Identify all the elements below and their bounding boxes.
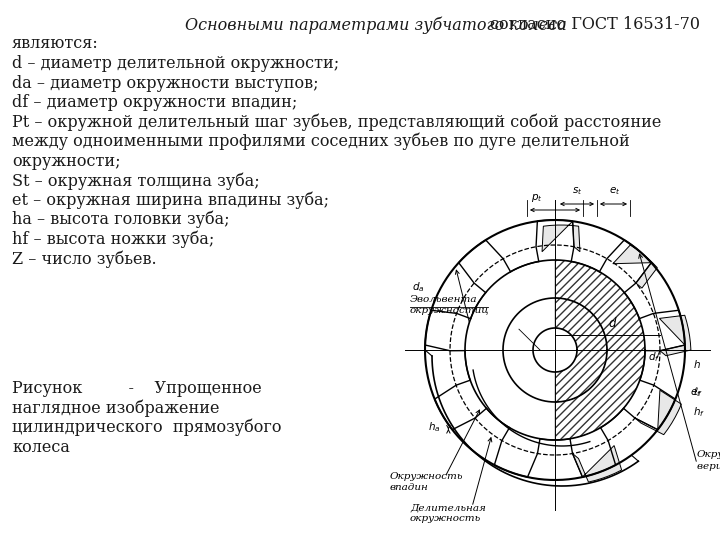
Text: Z – число зубьев.: Z – число зубьев. <box>12 250 157 267</box>
Text: Окружность
вершин зубьев: Окружность вершин зубьев <box>697 450 720 471</box>
Text: $s_t$: $s_t$ <box>572 185 582 197</box>
Polygon shape <box>542 221 580 252</box>
Text: Основными параметрами зубчатого колеса: Основными параметрами зубчатого колеса <box>185 16 567 33</box>
Polygon shape <box>635 390 681 435</box>
Text: $e_t$: $e_t$ <box>609 185 621 197</box>
Text: колеса: колеса <box>12 438 70 456</box>
Text: St – окружная толщина зуба;: St – окружная толщина зуба; <box>12 172 260 190</box>
Text: $h_f$: $h_f$ <box>693 405 705 419</box>
Text: цилиндрического  прямозубого: цилиндрического прямозубого <box>12 419 282 436</box>
Text: окружности;: окружности; <box>12 152 121 170</box>
Polygon shape <box>613 245 657 288</box>
Text: $h_a$: $h_a$ <box>428 421 441 434</box>
Text: $\ell_f$: $\ell_f$ <box>693 385 703 399</box>
Polygon shape <box>660 315 691 356</box>
Text: $d_a$: $d_a$ <box>412 280 424 294</box>
Text: $e_f$: $e_f$ <box>690 387 702 399</box>
Text: df – диаметр окружности впадин;: df – диаметр окружности впадин; <box>12 94 297 111</box>
Text: между одноименными профилями соседних зубьев по дуге делительной: между одноименными профилями соседних зу… <box>12 133 630 151</box>
Text: Окружность
впадин: Окружность впадин <box>390 472 464 492</box>
Text: hf – высота ножки зуба;: hf – высота ножки зуба; <box>12 231 215 248</box>
Text: da – диаметр окружности выступов;: da – диаметр окружности выступов; <box>12 75 319 91</box>
Text: et – окружная ширина впадины зуба;: et – окружная ширина впадины зуба; <box>12 192 329 209</box>
Text: Эвольвента
окружностиц: Эвольвента окружностиц <box>410 295 490 315</box>
Text: $h$: $h$ <box>693 358 701 370</box>
Text: ha – высота головки зуба;: ha – высота головки зуба; <box>12 211 230 228</box>
Text: Pt – окружной делительный шаг зубьев, представляющий собой расстояние: Pt – окружной делительный шаг зубьев, пр… <box>12 113 662 131</box>
Text: $d_f$: $d_f$ <box>648 350 660 364</box>
Text: Рисунок         -    Упрощенное: Рисунок - Упрощенное <box>12 380 262 397</box>
Text: наглядное изображение: наглядное изображение <box>12 400 220 417</box>
Text: являются:: являются: <box>12 36 99 52</box>
Text: d – диаметр делительной окружности;: d – диаметр делительной окружности; <box>12 55 339 72</box>
Text: согласно ГОСТ 16531-70: согласно ГОСТ 16531-70 <box>490 16 700 33</box>
Text: $d$: $d$ <box>608 316 618 330</box>
Text: Делительная
окружность: Делительная окружность <box>410 503 486 523</box>
Text: $p_t$: $p_t$ <box>531 192 543 204</box>
Polygon shape <box>572 446 621 482</box>
